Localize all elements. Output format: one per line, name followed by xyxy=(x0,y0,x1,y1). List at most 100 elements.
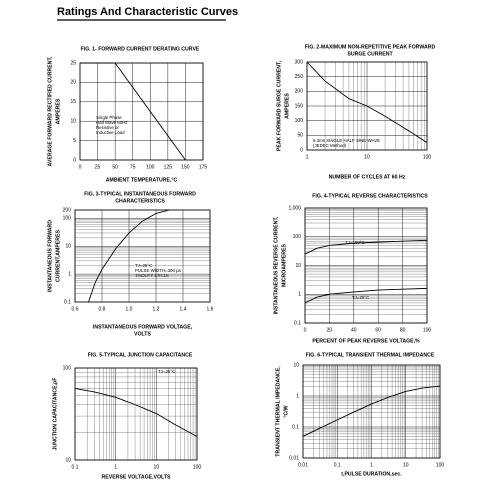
y-tick-label: 150 xyxy=(295,103,304,109)
x-tick-label: 0.1 xyxy=(334,462,341,468)
curve xyxy=(302,385,441,437)
x-tick-label: 150 xyxy=(181,164,190,170)
x-tick-label: 1.0 xyxy=(126,306,133,312)
chart-title: FIG. 2-MAXIMUM NON-REPETITIVE PEAK FORWA… xyxy=(305,44,436,50)
chart: FIG. 6-TYPICAL TRANSIENT THERMAL IMPEDAN… xyxy=(275,352,444,477)
curve xyxy=(306,61,428,144)
y-tick-label: 200 xyxy=(63,207,72,213)
x-tick-label: 100 xyxy=(146,164,155,170)
plot-frame xyxy=(79,62,204,161)
y-tick-label: 0 xyxy=(73,157,76,163)
annotation: TJ=25°C xyxy=(158,369,175,374)
chart: FIG. 5-TYPICAL JUNCTION CAPACITANCE REVER… xyxy=(52,352,201,480)
x-tick-label: 0 xyxy=(304,327,307,333)
x-tick-label: 1.4 xyxy=(180,306,187,312)
y-axis-label: JUNCTION CAPACITANCE,pF xyxy=(52,378,58,451)
y-axis-label: INSTANTANEOUS FORWARD xyxy=(47,220,53,292)
x-tick-label: 100 xyxy=(436,462,445,468)
y-tick-label: 1,000 xyxy=(288,205,301,211)
y-tick-label: 50 xyxy=(297,133,303,139)
y-tick-label: 1 xyxy=(298,292,301,298)
y-tick-label: 1 xyxy=(296,393,299,399)
y-tick-label: 10 xyxy=(70,119,76,125)
y-tick-label: 0.1 xyxy=(292,424,299,430)
chart: FIG. 2-MAXIMUM NON-REPETITIVE PEAK FORWA… xyxy=(276,44,435,180)
chart: FIG. 1- FORWARD CURRENT DERATING CURVE AM… xyxy=(47,46,207,183)
curve xyxy=(88,209,170,303)
x-tick-label: 0.6 xyxy=(72,306,79,312)
x-tick-label: 1 xyxy=(114,464,117,470)
x-tick-label: 175 xyxy=(199,164,208,170)
y-axis-label: AMPERES xyxy=(55,98,61,124)
y-tick-label: 0 xyxy=(300,147,303,153)
x-tick-label: 20 xyxy=(327,327,333,333)
x-tick-label: 40 xyxy=(351,327,357,333)
chart-title: FIG. 1- FORWARD CURRENT DERATING CURVE xyxy=(81,46,200,52)
x-tick-label: 100 xyxy=(423,154,432,160)
annotation: Single Phase xyxy=(96,115,122,120)
annotation: 1%DUTY CYCLE xyxy=(135,273,169,278)
annotation: (JEDEC Method) xyxy=(313,143,347,148)
x-axis-label: NUMBER OF CYCLES AT 60 Hz xyxy=(329,174,406,180)
x-tick-label: 1.2 xyxy=(153,306,160,312)
plot-frame xyxy=(74,209,211,303)
plot-frame xyxy=(304,207,428,324)
chart-title: CHARACTERISTICS xyxy=(115,198,165,204)
y-axis-label: CURRENT,AMPERES xyxy=(55,230,61,282)
x-tick-label: 10 xyxy=(403,462,409,468)
y-tick-label: 250 xyxy=(295,74,304,80)
y-tick-label: 300 xyxy=(295,59,304,65)
x-axis-label: t,PULSE DURATION,sec. xyxy=(341,471,402,477)
y-tick-label: 25 xyxy=(70,60,76,66)
x-tick-label: 0 xyxy=(79,164,82,170)
annotation: TJ=25°C xyxy=(135,263,152,268)
x-tick-label: 0.01 xyxy=(298,462,308,468)
series-label: TJ=25°C xyxy=(352,295,369,300)
chart: FIG. 3-TYPICAL INSTANTANEOUS FORWARDCHAR… xyxy=(47,191,213,337)
chart-title: FIG. 6-TYPICAL TRANSIENT THERMAL IMPEDAN… xyxy=(306,352,435,358)
y-tick-label: 100 xyxy=(295,118,304,124)
x-axis-label: VOLTS xyxy=(134,331,151,337)
series-label: TJ=100°C xyxy=(345,240,365,245)
annotation: Inductive Load xyxy=(96,130,125,135)
annotation: Resistive or xyxy=(96,125,119,130)
plot-frame xyxy=(302,364,441,459)
y-tick-label: 0.1 xyxy=(294,320,301,326)
y-tick-label: 10 xyxy=(65,457,71,463)
x-tick-label: 100 xyxy=(193,464,202,470)
y-tick-label: 10 xyxy=(293,362,299,368)
chart-title: FIG. 4-TYPICAL REVERSE CHARACTERISTICS xyxy=(312,193,428,199)
y-tick-label: 100 xyxy=(63,216,72,222)
chart: FIG. 4-TYPICAL REVERSE CHARACTERISTICS PE… xyxy=(273,193,431,344)
x-tick-label: 50 xyxy=(112,164,118,170)
plot-frame xyxy=(74,367,198,461)
y-axis-label: INSTANTANEOUS REVERSE CURRENT, xyxy=(273,216,279,314)
x-tick-label: 75 xyxy=(130,164,136,170)
y-tick-label: 0.1 xyxy=(64,299,71,305)
annotation: 8.3ms SINGLE HALF SINE-WAVE xyxy=(313,138,380,143)
y-tick-label: 10 xyxy=(65,244,71,250)
curve xyxy=(80,62,186,161)
x-tick-label: 0.8 xyxy=(99,306,106,312)
x-axis-label: INSTANTANEOUS FORWARD VOLTAGE, xyxy=(93,324,193,330)
y-tick-label: 15 xyxy=(70,99,76,105)
y-tick-label: 1 xyxy=(68,271,71,277)
y-tick-label: 100 xyxy=(63,365,72,371)
y-tick-label: 100 xyxy=(293,234,302,240)
x-tick-label: 25 xyxy=(95,164,101,170)
x-tick-label: 0.1 xyxy=(72,464,79,470)
chart-title: SURGE CURRENT xyxy=(347,51,393,57)
y-tick-label: 10 xyxy=(295,263,301,269)
y-tick-label: 200 xyxy=(295,89,304,95)
x-tick-label: 1 xyxy=(306,154,309,160)
y-axis-label: TRANSIENT THERMAL IMPEDANCE, xyxy=(275,366,281,457)
curve xyxy=(304,239,428,255)
x-tick-label: 1.6 xyxy=(207,306,214,312)
x-tick-label: 10 xyxy=(364,154,370,160)
y-axis-label: AVERAGE FORWARD RECTIFIED CURRENT, xyxy=(47,56,53,166)
y-axis-label: °C/W xyxy=(283,405,289,417)
y-axis-label: MICROAMPERES xyxy=(281,243,287,286)
x-axis-label: AMBIENT TEMPERATURE,°C xyxy=(106,177,178,183)
